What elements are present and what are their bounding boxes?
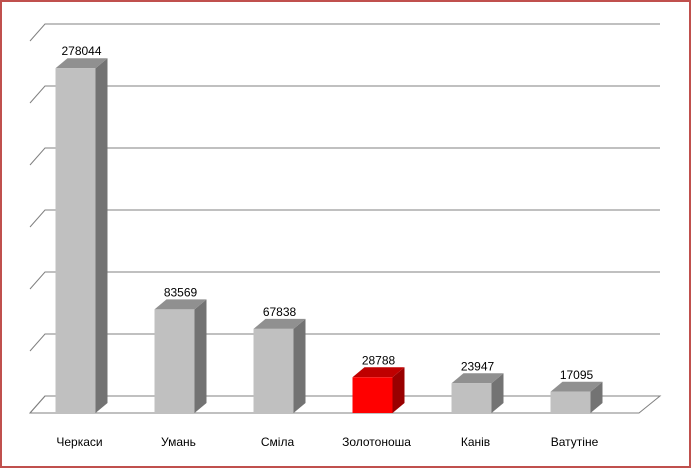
grid-line bbox=[29, 147, 660, 166]
data-label: 278044 bbox=[61, 44, 101, 58]
bar bbox=[253, 328, 294, 413]
bar bbox=[55, 68, 96, 414]
grid-line bbox=[29, 333, 660, 352]
bar-top bbox=[154, 299, 207, 310]
bar-top bbox=[253, 318, 306, 329]
bar-top bbox=[55, 58, 108, 69]
x-tick-label: Канів bbox=[461, 435, 490, 449]
bar bbox=[550, 391, 591, 413]
x-tick-label: Черкаси bbox=[56, 435, 102, 449]
bar-side bbox=[194, 299, 207, 413]
bar-side bbox=[293, 318, 306, 413]
bar-side bbox=[392, 367, 405, 413]
bar-top bbox=[352, 367, 405, 378]
bar-top bbox=[451, 373, 504, 384]
x-tick-label: Золотоноша bbox=[342, 435, 411, 449]
data-label: 17095 bbox=[560, 368, 594, 382]
x-tick-label: Ватутіне bbox=[551, 435, 599, 449]
bar-top bbox=[550, 381, 603, 392]
grid-line bbox=[29, 23, 660, 42]
data-label: 83569 bbox=[164, 285, 198, 299]
bar bbox=[154, 309, 195, 413]
bar bbox=[352, 377, 393, 413]
bar-side bbox=[95, 58, 108, 414]
data-label: 28788 bbox=[362, 353, 396, 367]
bar-side bbox=[590, 381, 603, 413]
bar bbox=[451, 383, 492, 413]
bar-side bbox=[491, 373, 504, 413]
grid-line bbox=[29, 85, 660, 104]
data-label: 23947 bbox=[461, 359, 495, 373]
grid-line bbox=[29, 209, 660, 228]
x-tick-label: Сміла bbox=[261, 435, 295, 449]
grid-line bbox=[29, 271, 660, 290]
data-label: 67838 bbox=[263, 305, 297, 319]
x-tick-label: Умань bbox=[161, 435, 196, 449]
